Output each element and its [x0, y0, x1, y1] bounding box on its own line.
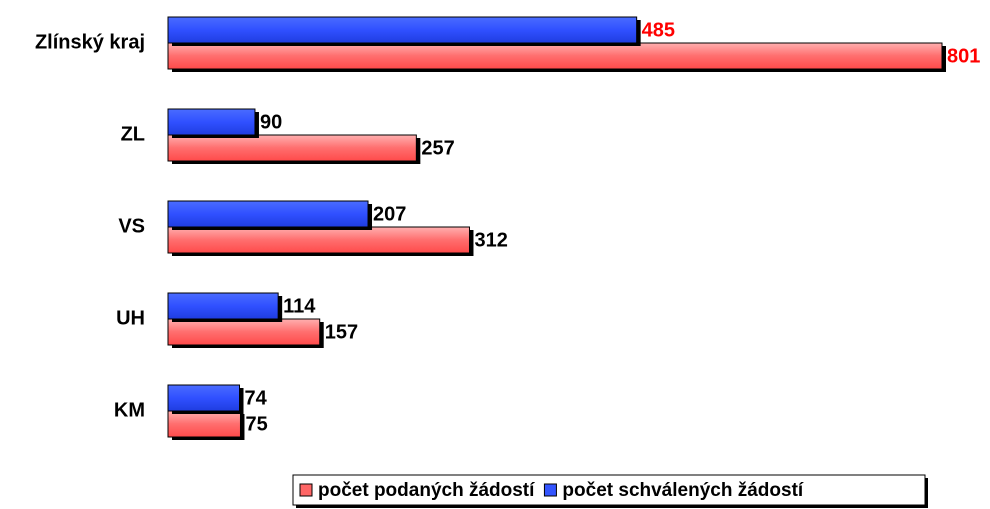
data-label: 74	[245, 387, 268, 409]
y-tick-label: UH	[116, 307, 145, 329]
data-label: 312	[474, 229, 507, 251]
legend-label: počet podaných žádostí	[318, 480, 535, 501]
bar	[167, 200, 369, 228]
legend-box	[292, 474, 926, 506]
data-label: 114	[283, 295, 316, 317]
y-tick-label: ZL	[121, 123, 145, 145]
y-tick-label: KM	[114, 399, 145, 421]
y-tick-label: Zlínský kraj	[35, 31, 145, 53]
bar	[167, 108, 256, 136]
bar	[167, 384, 241, 412]
y-tick-label: VS	[118, 215, 145, 237]
data-label: 90	[260, 111, 282, 133]
bar	[167, 410, 241, 438]
data-label: 257	[421, 137, 454, 159]
bar	[167, 292, 279, 320]
bar	[167, 134, 417, 162]
data-label: 75	[245, 413, 267, 435]
bar	[167, 318, 321, 346]
bar	[167, 42, 943, 70]
data-label: 801	[947, 45, 980, 67]
legend-label: počet schválených žádostí	[562, 480, 803, 501]
bar	[167, 226, 470, 254]
data-label: 157	[325, 321, 358, 343]
legend-swatch	[543, 483, 557, 497]
data-label: 207	[373, 203, 406, 225]
legend: počet podaných žádostí počet schválených …	[292, 474, 928, 508]
data-label: 485	[642, 19, 675, 41]
bar	[167, 16, 638, 44]
legend-swatch	[299, 483, 313, 497]
